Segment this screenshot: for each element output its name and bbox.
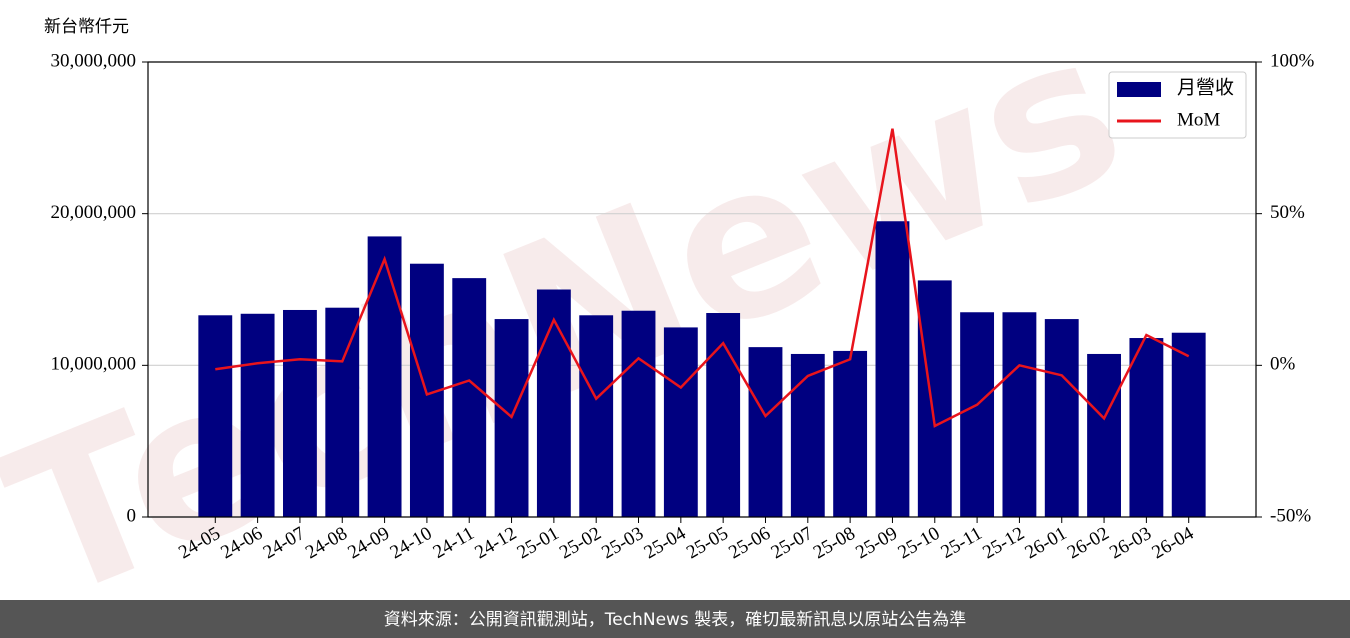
bar <box>367 236 402 517</box>
footer: 資料來源：公開資訊觀測站，TechNews 製表，確切最新訊息以原站公告為準 <box>384 610 966 630</box>
y-tick-label: 0 <box>127 505 137 526</box>
x-tick-label: 25-04 <box>641 523 690 564</box>
bar <box>579 315 614 517</box>
bar <box>706 313 741 517</box>
x-tick-label: 24-11 <box>430 523 478 563</box>
x-tick-label: 25-05 <box>683 523 732 563</box>
legend: 月營收 MoM <box>1108 71 1247 139</box>
legend-label: MoM <box>1177 109 1220 130</box>
bar <box>621 310 656 517</box>
y2-tick-label: 50% <box>1270 202 1305 223</box>
bar <box>1171 332 1206 517</box>
legend-swatch <box>1117 82 1161 97</box>
bar <box>833 350 868 517</box>
x-tick-label: 26-03 <box>1106 523 1155 563</box>
x-tick-label: 25-03 <box>598 523 647 563</box>
bar <box>1002 312 1037 517</box>
x-tick-label: 25-02 <box>556 523 605 563</box>
bar <box>1087 353 1121 517</box>
legend-label: 月營收 <box>1177 76 1234 98</box>
bar <box>748 347 783 517</box>
bar <box>663 327 698 517</box>
x-tick-label: 26-01 <box>1022 523 1071 563</box>
bar <box>1044 319 1079 517</box>
x-tick-label: 25-07 <box>768 523 817 563</box>
x-tick-label: 25-09 <box>852 523 901 563</box>
x-tick-label: 25-12 <box>979 523 1028 563</box>
footer-bar <box>0 600 1350 638</box>
y-axis-label: 新台幣仟元 <box>44 17 129 37</box>
bar <box>283 309 317 517</box>
bar <box>198 315 233 517</box>
x-tick-label: 25-06 <box>725 523 774 563</box>
x-tick-label: 26-04 <box>1148 523 1197 564</box>
y-tick-label: 10,000,000 <box>51 354 137 375</box>
x-tick-label: 25-10 <box>895 523 944 563</box>
bar <box>960 312 995 517</box>
bar <box>1129 338 1164 517</box>
y-tick-label: 20,000,000 <box>51 202 137 223</box>
bar <box>452 278 487 517</box>
x-tick-label: 25-11 <box>937 523 985 563</box>
bar <box>917 280 952 517</box>
bar <box>325 307 360 517</box>
x-tick-label: 24-12 <box>471 523 520 563</box>
bar <box>790 353 825 517</box>
x-tick-label: 26-02 <box>1064 523 1113 563</box>
y2-tick-label: 100% <box>1270 50 1315 71</box>
x-tick-label: 25-08 <box>810 523 859 563</box>
x-tick-label: 24-10 <box>387 523 436 563</box>
plot-frame <box>147 61 1257 518</box>
y2-tick-label: 0% <box>1270 354 1296 375</box>
bar <box>240 313 275 517</box>
y-tick-label: 30,000,000 <box>51 50 137 71</box>
y2-tick-label: -50% <box>1270 505 1311 526</box>
line <box>215 128 1190 428</box>
bar <box>536 289 571 517</box>
x-tick-label: 25-01 <box>514 523 563 563</box>
bar <box>875 221 910 517</box>
